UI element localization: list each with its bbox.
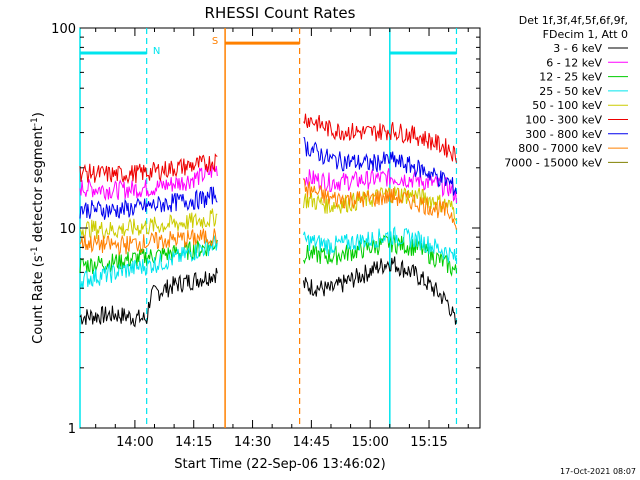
legend-label: 3 - 6 keV (553, 42, 602, 55)
x-tick-label: 15:00 (351, 435, 388, 450)
y-axis-label: Count Rate (s-1 detector segment-1) (30, 112, 46, 344)
legend-label: 100 - 300 keV (525, 114, 602, 127)
legend-label: 800 - 7000 keV (518, 142, 602, 155)
segment-label: S (212, 36, 218, 47)
series-line-7 (303, 178, 457, 230)
series-line-0 (303, 256, 457, 325)
legend-label: 6 - 12 keV (546, 56, 602, 69)
legend-label: 300 - 800 keV (525, 128, 602, 141)
y-tick-label: 10 (59, 222, 76, 237)
series-line-4 (79, 208, 218, 240)
series-line-6 (79, 186, 218, 220)
series-line-0 (79, 267, 218, 328)
time-segments: NS (79, 28, 458, 428)
series-line-6 (303, 137, 457, 196)
plot-frame (79, 27, 481, 429)
series-line-2 (79, 239, 218, 275)
series-line-5 (79, 153, 218, 185)
series-line-3 (303, 225, 457, 263)
axes: 14:00 14:15 14:30 14:45 15:00 15:15 1 10 100 (51, 22, 480, 450)
series-line-3 (79, 235, 218, 290)
x-tick-label: 14:00 (116, 435, 153, 450)
x-axis-label: Start Time (22-Sep-06 13:46:02) (174, 457, 385, 472)
x-tick-label: 14:15 (175, 435, 212, 450)
legend-label: 50 - 100 keV (532, 99, 602, 112)
series-line-5 (303, 113, 457, 163)
legend-header-line-1: Det 1f,3f,4f,5f,6f,9f, (519, 14, 628, 27)
data-series (79, 113, 457, 328)
x-tick-label: 15:15 (410, 435, 447, 450)
legend-label: 25 - 50 keV (539, 85, 602, 98)
legend: Det 1f,3f,4f,5f,6f,9f, FDecim 1, Att 0 3… (504, 14, 628, 169)
footer-date: 17-Oct-2021 08:07 (560, 467, 636, 476)
y-tick-label: 1 (68, 422, 76, 437)
y-tick-label: 100 (51, 22, 76, 37)
series-line-1 (79, 164, 218, 202)
x-tick-label: 14:45 (293, 435, 330, 450)
series-line-7 (79, 228, 218, 256)
chart-title: RHESSI Count Rates (205, 4, 356, 22)
legend-label: 12 - 25 keV (539, 71, 602, 84)
segment-label: N (153, 46, 160, 57)
x-tick-label: 14:30 (234, 435, 271, 450)
legend-label: 7000 - 15000 keV (504, 156, 602, 169)
legend-header-line-2: FDecim 1, Att 0 (543, 28, 628, 41)
